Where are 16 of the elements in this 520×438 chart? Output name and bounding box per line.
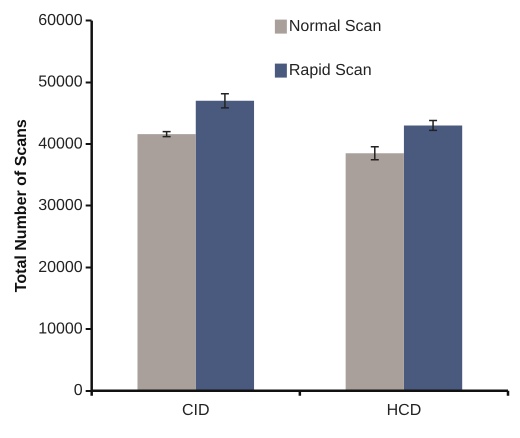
bar bbox=[137, 134, 196, 390]
y-tick-label: 30000 bbox=[38, 197, 83, 214]
y-tick-label: 20000 bbox=[38, 258, 83, 276]
bar bbox=[196, 100, 254, 390]
y-tick-label: 50000 bbox=[38, 74, 83, 91]
x-tick-label: HCD bbox=[386, 402, 422, 419]
legend-label: Normal Scan bbox=[288, 18, 382, 36]
y-tick-label: 0 bbox=[74, 382, 83, 400]
x-tick-label: CID bbox=[182, 402, 210, 419]
legend-label: Rapid Scan bbox=[288, 62, 372, 80]
bar bbox=[346, 153, 404, 390]
y-axis-title: Total Number of Scans bbox=[13, 119, 30, 292]
y-tick-label: 40000 bbox=[38, 135, 83, 152]
bar bbox=[404, 125, 462, 390]
y-tick-label: 10000 bbox=[38, 320, 83, 338]
y-tick-label: 60000 bbox=[38, 12, 83, 30]
